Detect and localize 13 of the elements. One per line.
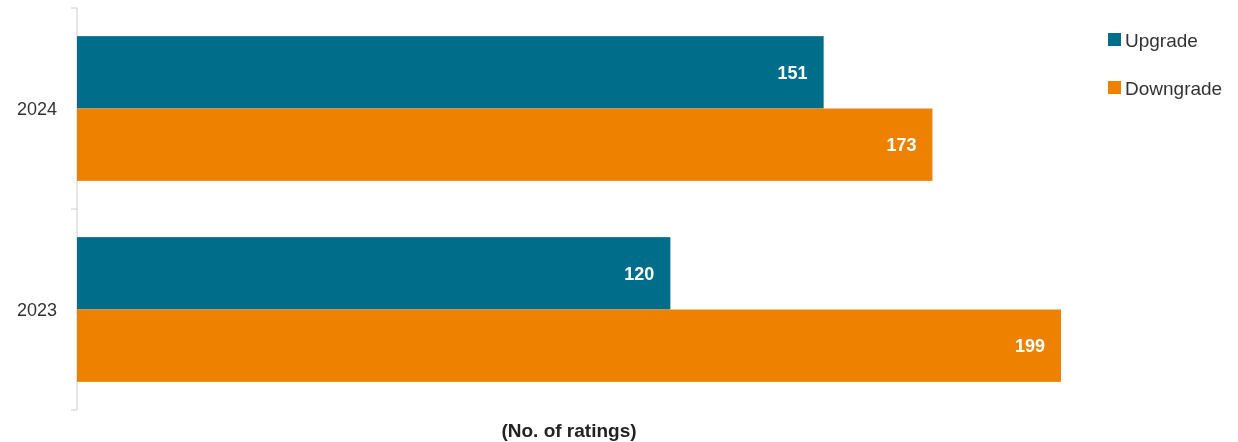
data-label: 173 <box>886 134 917 155</box>
x-axis-title: (No. of ratings) <box>501 419 637 441</box>
legend-label: Downgrade <box>1125 77 1223 99</box>
data-label: 151 <box>777 62 808 83</box>
bar <box>77 36 824 109</box>
legend-label: Upgrade <box>1125 29 1198 51</box>
y-tick-label: 2023 <box>16 299 57 320</box>
bar <box>77 237 671 310</box>
bar <box>77 309 1061 382</box>
data-label: 120 <box>624 263 655 284</box>
data-label: 199 <box>1014 335 1045 356</box>
y-tick-label: 2024 <box>16 98 57 119</box>
bar <box>77 108 933 181</box>
